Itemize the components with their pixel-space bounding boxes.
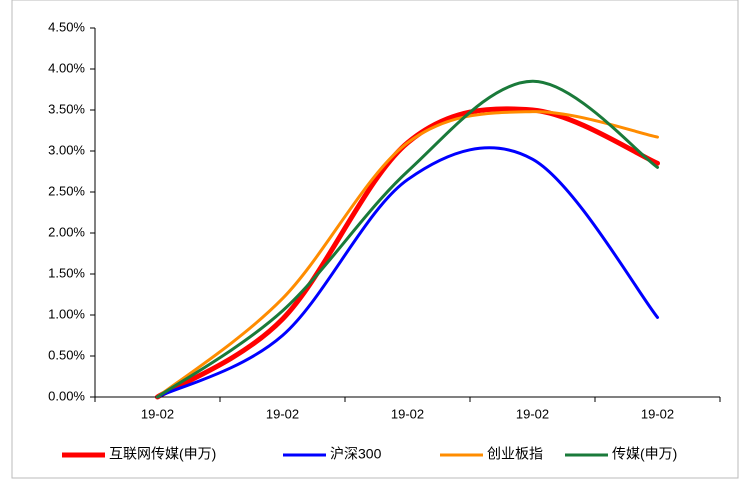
legend-label: 互联网传媒(申万) — [109, 446, 216, 462]
legend-label: 创业板指 — [487, 446, 543, 462]
x-tick-label: 19-02 — [266, 406, 299, 421]
series-line — [156, 110, 659, 399]
legend-label: 沪深300 — [330, 446, 382, 462]
series-line — [156, 146, 659, 399]
y-tick-label: 3.50% — [48, 101, 85, 116]
y-tick-label: 4.50% — [48, 19, 85, 34]
legend-label: 传媒(申万) — [612, 446, 677, 462]
x-tick-label: 19-02 — [641, 406, 674, 421]
y-tick-label: 1.00% — [48, 306, 85, 321]
y-tick-label: 2.50% — [48, 183, 85, 198]
y-tick-label: 3.00% — [48, 142, 85, 157]
y-tick-label: 0.50% — [48, 347, 85, 362]
x-tick-label: 19-02 — [141, 406, 174, 421]
y-tick-label: 4.00% — [48, 60, 85, 75]
series-line — [156, 79, 659, 399]
series-line — [155, 106, 660, 400]
y-tick-label: 1.50% — [48, 265, 85, 280]
y-tick-label: 0.00% — [48, 388, 85, 403]
x-tick-label: 19-02 — [516, 406, 549, 421]
x-tick-label: 19-02 — [391, 406, 424, 421]
frame — [11, 0, 739, 479]
y-tick-label: 2.00% — [48, 224, 85, 239]
legend: 互联网传媒(申万) 沪深300 创业板指 传媒(申万) — [62, 446, 677, 462]
